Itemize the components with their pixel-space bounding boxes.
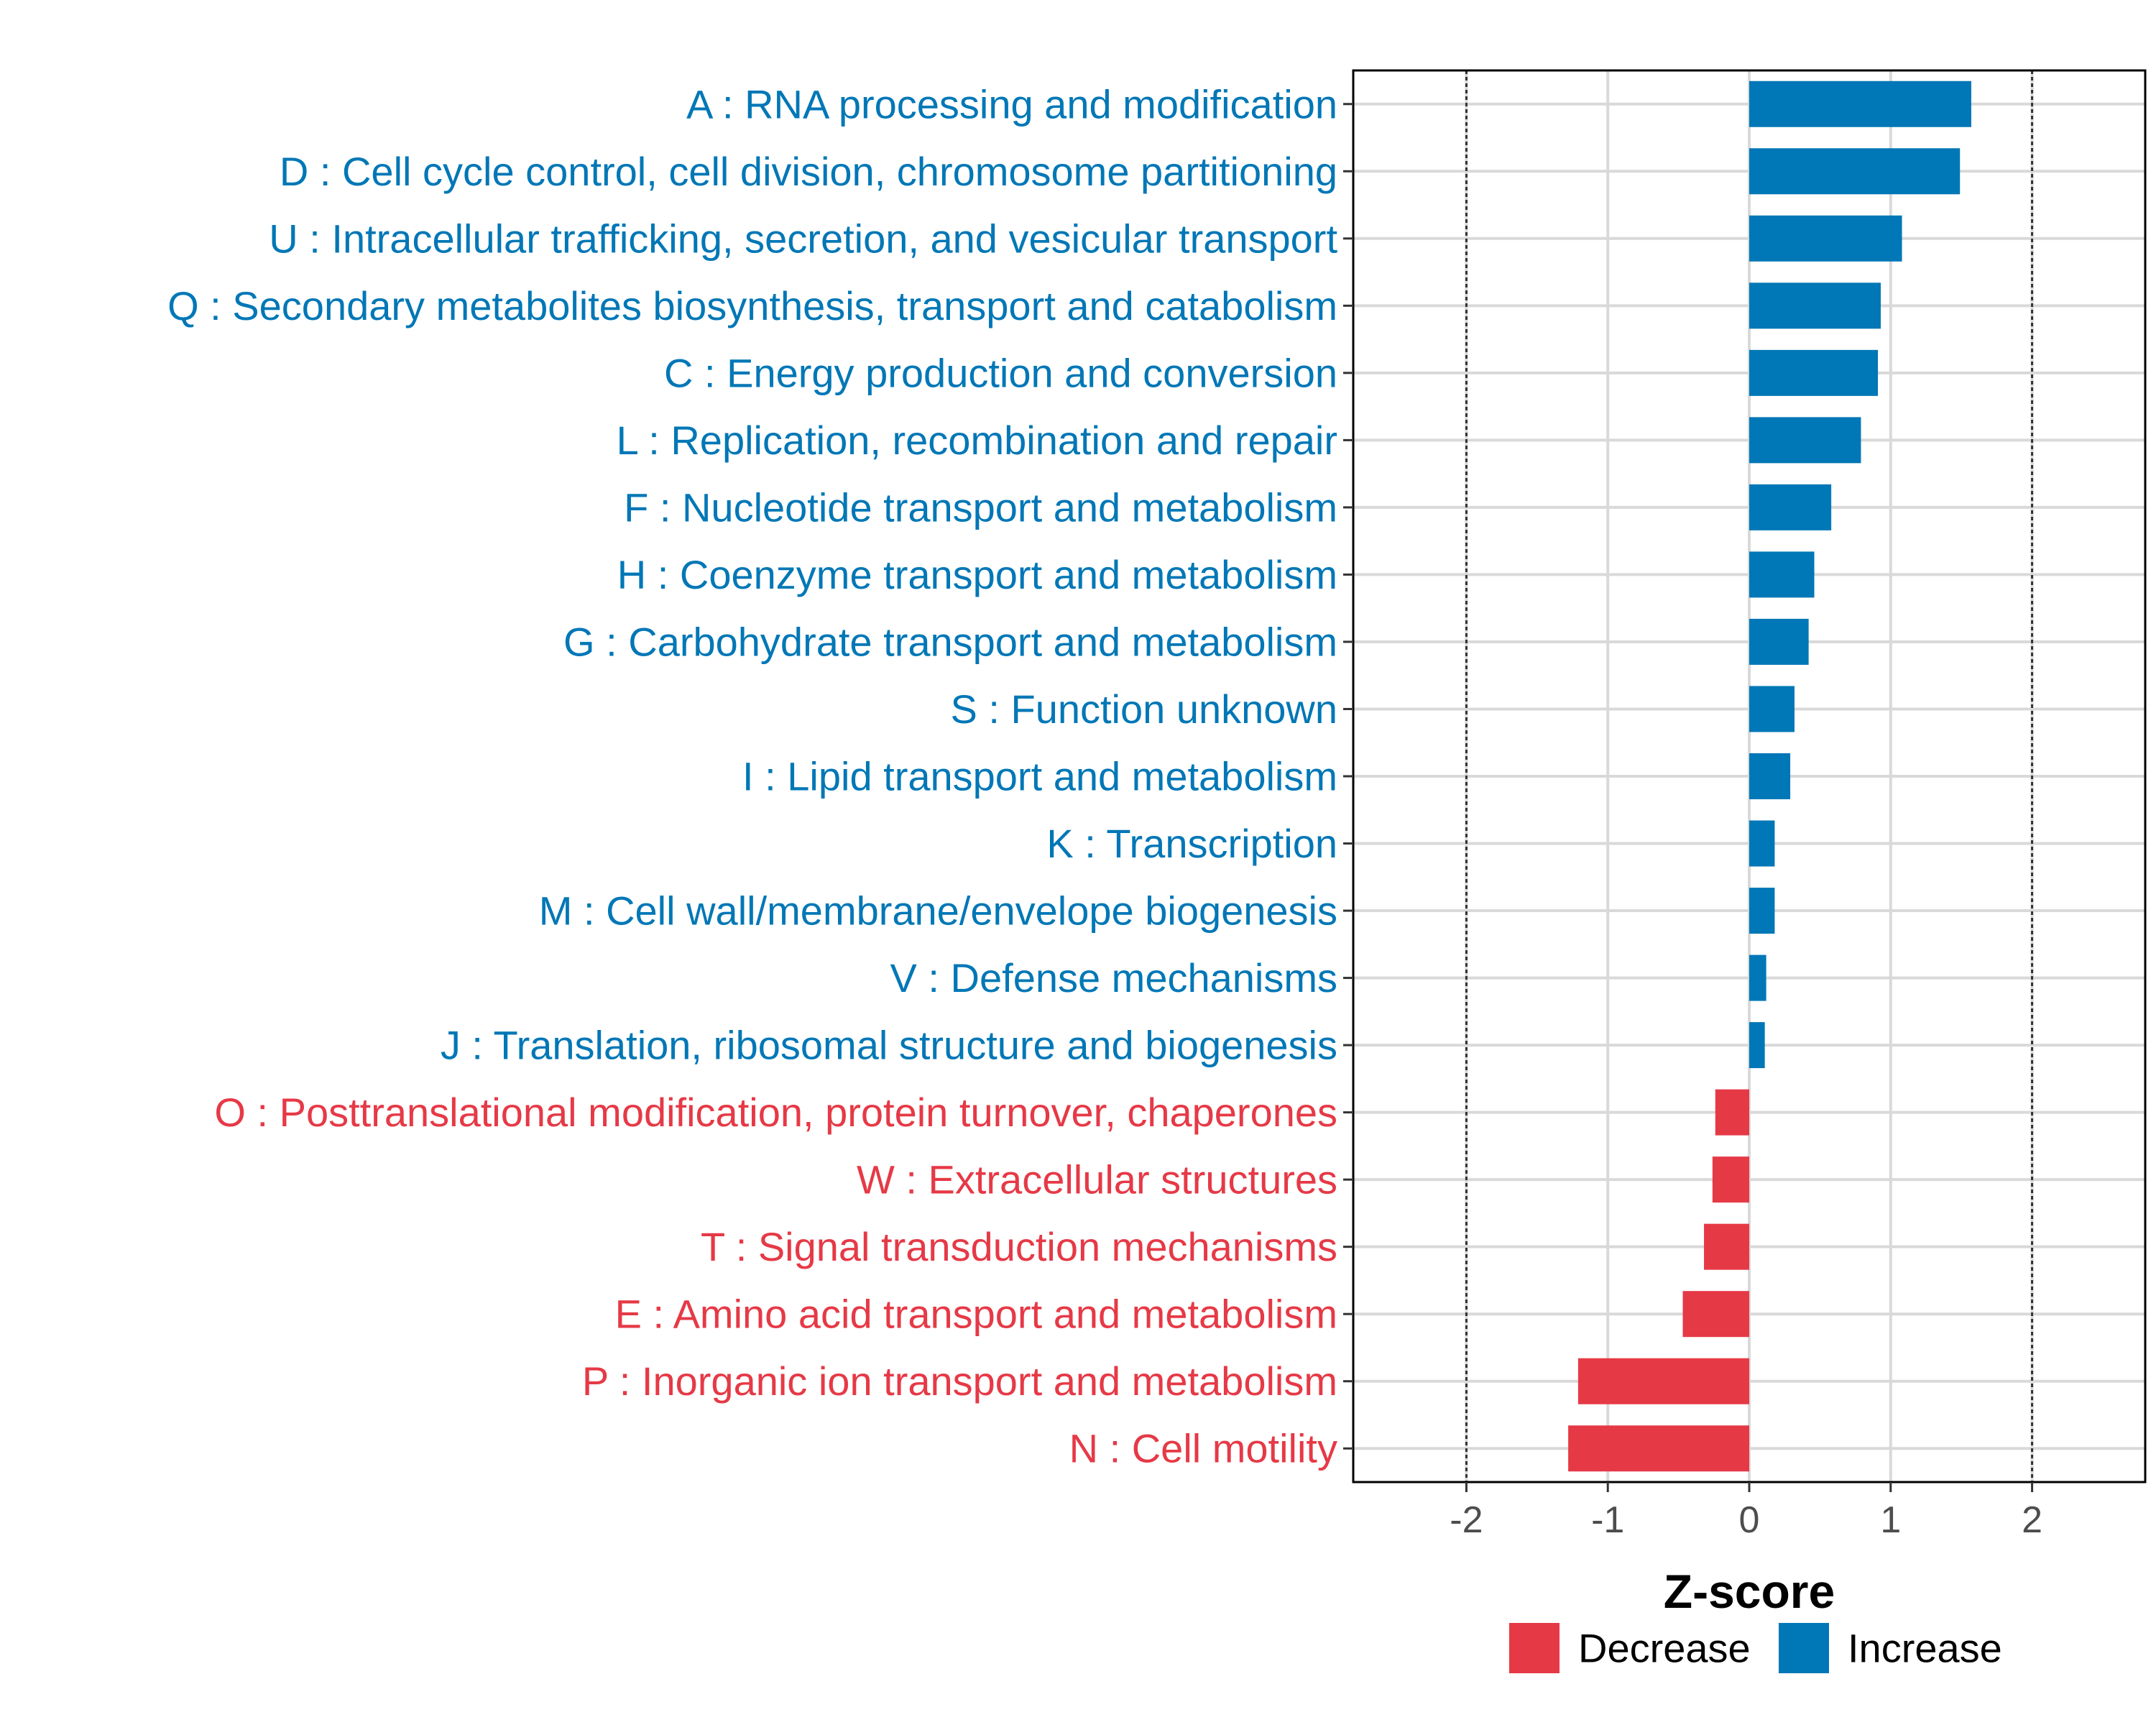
x-tick-label--1: -1 bbox=[1591, 1499, 1624, 1541]
category-label-t: T : Signal transduction mechanisms bbox=[701, 1224, 1337, 1269]
bar-p bbox=[1577, 1358, 1749, 1404]
bar-m bbox=[1749, 888, 1775, 934]
category-label-s: S : Function unknown bbox=[950, 686, 1337, 732]
bar-g bbox=[1749, 618, 1809, 665]
category-label-k: K : Transcription bbox=[1046, 821, 1337, 866]
legend-label-increase: Increase bbox=[1848, 1626, 2002, 1671]
bar-l bbox=[1749, 417, 1861, 464]
category-label-f: F : Nucleotide transport and metabolism bbox=[624, 484, 1337, 530]
x-tick-label-2: 2 bbox=[2022, 1499, 2042, 1541]
category-label-p: P : Inorganic ion transport and metaboli… bbox=[582, 1358, 1337, 1404]
x-tick-label-1: 1 bbox=[1880, 1499, 1901, 1541]
bar-j bbox=[1749, 1022, 1765, 1069]
category-label-w: W : Extracellular structures bbox=[857, 1157, 1337, 1202]
bar-u bbox=[1749, 215, 1902, 262]
legend: Decrease Increase bbox=[1509, 1623, 2002, 1673]
bar-a bbox=[1749, 80, 1971, 127]
category-label-v: V : Defense mechanisms bbox=[890, 955, 1337, 1000]
category-label-l: L : Replication, recombination and repai… bbox=[617, 418, 1337, 463]
category-label-n: N : Cell motility bbox=[1069, 1426, 1337, 1471]
bar-c bbox=[1749, 349, 1879, 396]
category-label-d: D : Cell cycle control, cell division, c… bbox=[280, 149, 1337, 194]
category-label-m: M : Cell wall/membrane/envelope biogenes… bbox=[539, 888, 1337, 934]
bar-w bbox=[1712, 1156, 1749, 1203]
bar-e bbox=[1682, 1291, 1749, 1338]
category-label-q: Q : Secondary metabolites biosynthesis, … bbox=[167, 283, 1337, 328]
bar-t bbox=[1704, 1223, 1749, 1270]
bar-s bbox=[1749, 686, 1795, 732]
category-label-g: G : Carbohydrate transport and metabolis… bbox=[563, 619, 1337, 664]
legend-swatch-decrease bbox=[1509, 1623, 1560, 1673]
legend-label-decrease: Decrease bbox=[1578, 1626, 1751, 1671]
bar-n bbox=[1568, 1425, 1749, 1472]
category-label-u: U : Intracellular trafficking, secretion… bbox=[269, 216, 1337, 261]
bar-o bbox=[1715, 1089, 1749, 1136]
bar-d bbox=[1749, 148, 1961, 195]
bar-v bbox=[1749, 954, 1766, 1001]
category-label-h: H : Coenzyme transport and metabolism bbox=[617, 552, 1337, 597]
x-tick-label-0: 0 bbox=[1739, 1499, 1760, 1541]
reference-lines bbox=[1465, 70, 2034, 1482]
category-label-e: E : Amino acid transport and metabolism bbox=[615, 1292, 1337, 1337]
x-tick-label--2: -2 bbox=[1450, 1499, 1483, 1541]
category-label-a: A : RNA processing and modification bbox=[686, 81, 1337, 126]
bar-i bbox=[1749, 753, 1791, 799]
category-label-j: J : Translation, ribosomal structure and… bbox=[441, 1023, 1337, 1068]
x-axis-title: Z-score bbox=[1664, 1565, 1835, 1618]
category-label-o: O : Posttranslational modification, prot… bbox=[214, 1090, 1337, 1135]
x-tick-labels: -2 -1 0 1 2 bbox=[1450, 1499, 2042, 1541]
y-axis-ticks bbox=[1343, 103, 1353, 1450]
bar-q bbox=[1749, 282, 1881, 329]
category-label-i: I : Lipid transport and metabolism bbox=[742, 754, 1337, 799]
category-label-c: C : Energy production and conversion bbox=[664, 350, 1337, 395]
bar-h bbox=[1749, 551, 1815, 598]
bars bbox=[1568, 80, 1971, 1472]
bar-k bbox=[1749, 820, 1775, 867]
legend-swatch-increase bbox=[1779, 1623, 1829, 1673]
x-axis-ticks bbox=[1465, 1482, 2034, 1492]
bar-f bbox=[1749, 484, 1832, 530]
category-labels: A : RNA processing and modification D : C… bbox=[167, 81, 1337, 1471]
